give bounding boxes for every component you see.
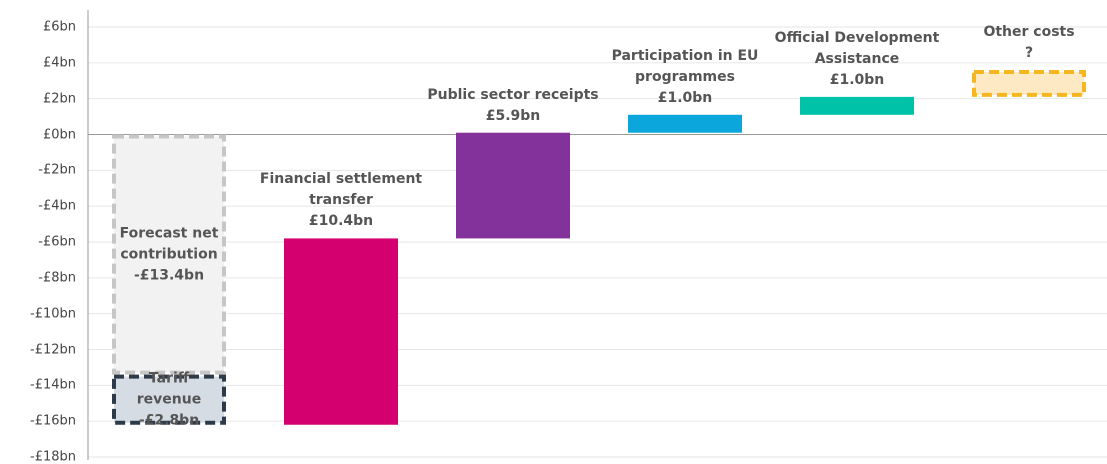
value-label: £10.4bn (308, 213, 374, 230)
category-label: Other costs (983, 24, 1075, 40)
y-tick-label: £0bn (42, 127, 76, 142)
value-label: £1.0bn (657, 89, 713, 106)
bar (112, 134, 226, 375)
bar (628, 114, 742, 133)
y-tick-label: -£2bn (38, 162, 76, 178)
category-label: Official Development Assistance (774, 29, 940, 67)
bar (112, 374, 226, 425)
value-label: £1.0bn (829, 71, 885, 88)
y-tick-label: £6bn (42, 19, 76, 35)
value-label: ? (1024, 45, 1034, 61)
y-tick-label: -£16bn (30, 413, 76, 429)
bar-label: Official Development Assistance £1.0bn (767, 28, 947, 91)
category-label: Tariff revenue (136, 370, 202, 408)
bar-label: Public sector receipts £5.9bn (423, 85, 603, 127)
y-tick-label: -£18bn (30, 449, 76, 464)
bar (800, 96, 914, 115)
category-label: Forecast net contribution (119, 225, 219, 263)
category-label: Participation in EU programmes (611, 47, 759, 85)
value-label: -£13.4bn (133, 267, 205, 284)
y-tick-label: -£12bn (30, 342, 76, 357)
y-tick-label: £2bn (42, 91, 76, 107)
value-label: £5.9bn (485, 107, 541, 124)
bar-label: Other costs? (939, 22, 1107, 64)
y-tick-label: £4bn (42, 55, 76, 71)
y-tick-label: -£4bn (38, 198, 76, 214)
bar-label: Tariff revenue -£2.8bn (115, 368, 223, 431)
y-tick-label: -£8bn (38, 270, 76, 286)
bar (284, 238, 398, 425)
bar-label: Forecast net contribution -£13.4bn (115, 223, 223, 286)
category-label: Public sector receipts (427, 86, 599, 103)
value-label: -£2.8bn (138, 412, 200, 429)
y-tick-label: -£6bn (38, 234, 76, 250)
y-tick-label: -£10bn (30, 306, 76, 322)
category-label: Financial settlement transfer (259, 171, 423, 209)
y-tick-label: -£14bn (30, 377, 76, 393)
bar-label: Financial settlement transfer £10.4bn (251, 169, 431, 232)
bar-label: Participation in EU programmes £1.0bn (595, 46, 775, 109)
bar (456, 132, 570, 239)
bar (972, 70, 1086, 97)
